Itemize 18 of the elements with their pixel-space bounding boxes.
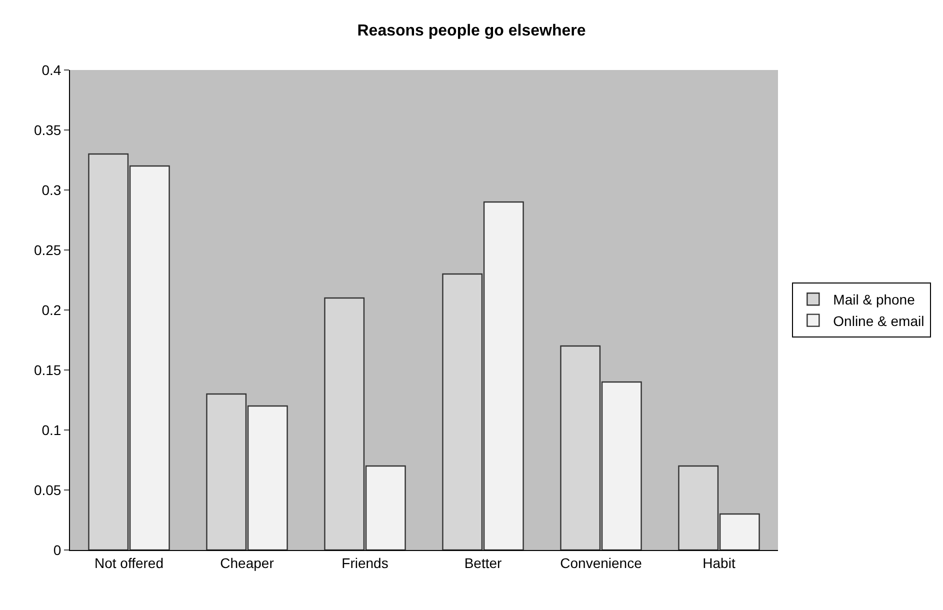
chart-title: Reasons people go elsewhere (357, 22, 586, 40)
legend-label: Mail & phone (833, 292, 916, 308)
y-tick-label: 0.2 (42, 302, 62, 318)
y-tick-label: 0.1 (42, 422, 62, 438)
y-tick-label: 0.4 (42, 62, 62, 78)
x-tick-label: Cheaper (220, 554, 274, 571)
y-tick-label: 0.3 (42, 182, 62, 198)
legend-label: Online & email (833, 312, 924, 329)
y-tick-label: 0.25 (34, 242, 62, 258)
y-tick-label: 0 (53, 542, 62, 558)
x-tick-label: Habit (702, 554, 736, 571)
x-tick-label: Better (464, 554, 502, 571)
x-tick-label: Not offered (94, 554, 164, 571)
x-tick-label: Convenience (560, 554, 642, 571)
x-tick-label: Friends (342, 554, 388, 571)
y-tick-label: 0.05 (34, 482, 62, 498)
y-tick-label: 0.15 (34, 362, 62, 378)
y-tick-label: 0.35 (34, 122, 62, 138)
